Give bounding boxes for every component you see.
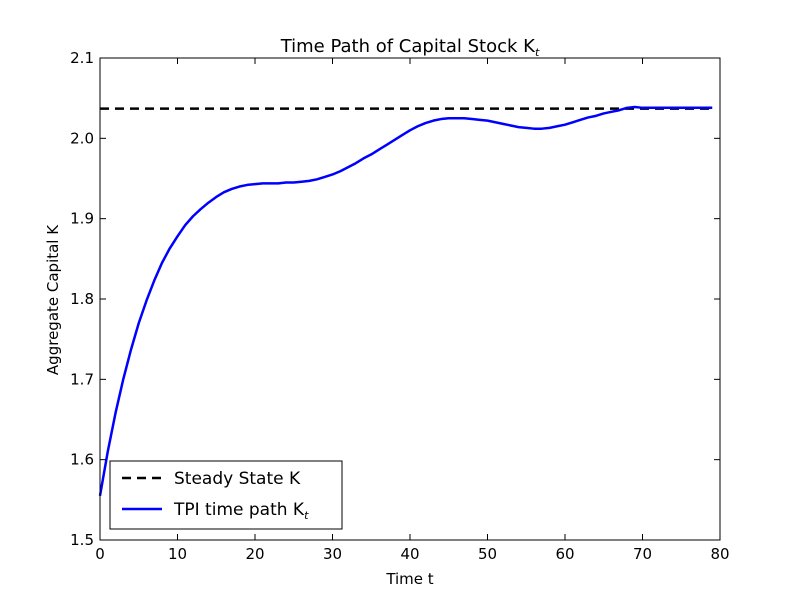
y-tick-label: 1.9 <box>70 210 94 228</box>
legend-box <box>109 460 343 530</box>
chart-title-text: Time Path of Capital Stock K <box>280 36 536 57</box>
x-tick-label: 50 <box>478 545 497 563</box>
x-tick-label: 0 <box>95 545 105 563</box>
x-tick-label: 30 <box>323 545 342 563</box>
series-line-1 <box>98 105 713 497</box>
legend: Steady State K TPI time path Kt <box>109 460 343 530</box>
chart-title-subscript: t <box>535 46 540 59</box>
x-tick-label: 70 <box>633 545 652 563</box>
chart-title: Time Path of Capital Stock Kt <box>280 36 540 59</box>
x-tick-label: 20 <box>245 545 264 563</box>
y-tick-label: 1.8 <box>70 290 94 308</box>
y-tick-label: 1.5 <box>70 531 94 549</box>
x-tick-label: 60 <box>555 545 574 563</box>
y-tick-label: 1.7 <box>70 370 94 388</box>
axis-ticks: 0 10 20 30 40 50 60 70 80 1.5 1.6 1.7 1.8 1.9 2.0 2.1 <box>70 49 729 563</box>
y-tick-label: 1.6 <box>70 451 94 469</box>
legend-label-steady-state: Steady State K <box>174 469 301 489</box>
x-tick-label: 80 <box>710 545 729 563</box>
y-tick-label: 2.1 <box>70 49 94 67</box>
y-axis-label: Aggregate Capital K <box>44 224 62 375</box>
y-tick-label: 2.0 <box>70 129 94 147</box>
legend-label-tpi-path: TPI time path Kt <box>173 500 309 522</box>
x-tick-label: 40 <box>400 545 419 563</box>
x-axis-label: Time t <box>385 570 433 588</box>
x-tick-label: 10 <box>168 545 187 563</box>
